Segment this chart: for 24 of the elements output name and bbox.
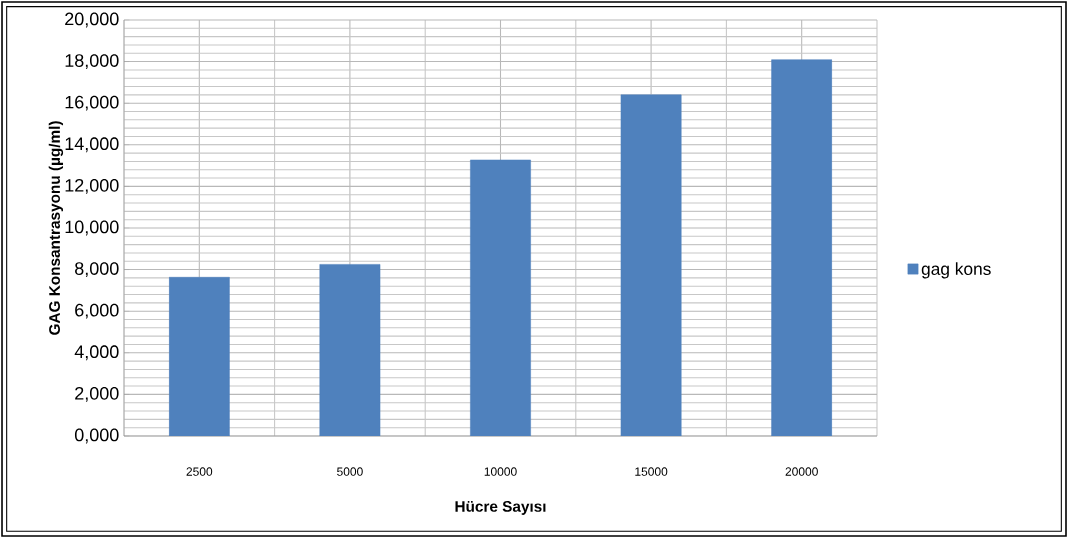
y-tick-label: 8,000 [75, 262, 119, 278]
bar [620, 94, 682, 436]
x-tick-label: 20000 [785, 467, 818, 476]
y-tick-label: 0,000 [74, 428, 119, 444]
y-tick-label: 6,000 [75, 303, 119, 319]
y-tick-label: 18,000 [65, 54, 119, 70]
x-tick-label: 10000 [484, 467, 517, 476]
bar [168, 277, 230, 436]
x-axis-title: Hücre Sayısı [455, 501, 546, 515]
y-axis-title: GAG Konsantrasyonu (µg/ml) [48, 121, 64, 335]
legend-label: gag kons [921, 262, 991, 279]
y-tick-label: 20,000 [65, 12, 119, 28]
y-tick-label: 10,000 [65, 220, 119, 236]
y-tick-label: 2,000 [75, 386, 119, 402]
bar [470, 159, 531, 436]
y-tick-label: 14,000 [65, 137, 119, 153]
x-tick-label: 2500 [186, 467, 213, 476]
x-tick-label: 5000 [337, 467, 363, 476]
y-tick-label: 16,000 [65, 95, 119, 111]
y-tick-label: 4,000 [74, 345, 119, 361]
bar [319, 264, 381, 436]
bar [771, 59, 833, 436]
x-tick-label: 15000 [635, 467, 668, 476]
y-tick-label: 12,000 [65, 178, 119, 194]
